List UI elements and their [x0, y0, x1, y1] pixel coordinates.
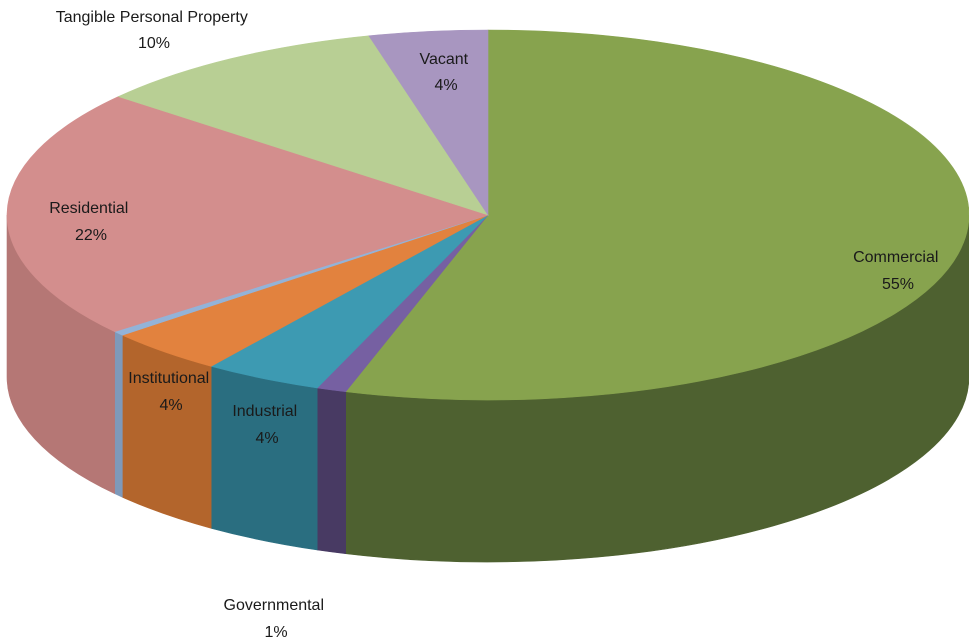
label-industrial: Industrial 4%: [232, 403, 301, 447]
label-institutional: Institutional 4%: [128, 370, 213, 414]
label-governmental: Governmental 1%: [224, 597, 329, 641]
label-commercial: Commercial 55%: [853, 249, 943, 293]
slice-residential: [6, 96, 489, 332]
slice-side-industrial: [210, 365, 318, 551]
label-residential: Residential 22%: [49, 200, 133, 244]
slice-vacant: [368, 29, 489, 216]
label-vacant: Vacant 4%: [419, 51, 472, 94]
slice-side-slice: [114, 331, 123, 498]
slice-tangible-personal-property: [117, 35, 489, 216]
slice-side-institutional: [122, 334, 212, 529]
slice-side-governmental: [316, 387, 346, 555]
pie-top-faces: [6, 29, 969, 401]
label-tangible-personal-property: Tangible Personal Property 10%: [56, 9, 253, 52]
slice-labels: Commercial 55% Governmental 1% Industria…: [49, 9, 943, 641]
slice-commercial: [345, 29, 969, 401]
